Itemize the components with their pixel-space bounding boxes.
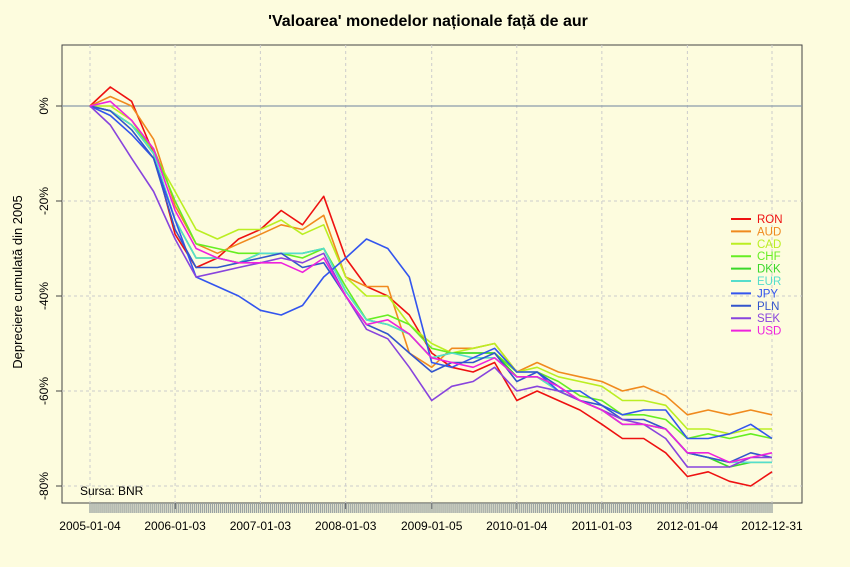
chart-title: 'Valoarea' monedelor naționale față de a… xyxy=(268,13,588,30)
y-axis-label: Depreciere cumulată din 2005 xyxy=(10,195,25,368)
x-tick-label: 2007-01-03 xyxy=(230,519,292,533)
x-tick-label: 2006-01-03 xyxy=(144,519,206,533)
x-tick-label: 2009-01-05 xyxy=(401,519,463,533)
legend-label-dkk: DKK xyxy=(757,264,781,276)
series-line-pln xyxy=(89,105,773,464)
x-tick-label: 2010-01-04 xyxy=(486,519,548,533)
axes: 0% -20% -40% -60% -80% 2005-01-04 2006-01-03 20… xyxy=(37,97,803,533)
y-tick-label: -60% xyxy=(37,377,51,405)
legend-label-chf: CHF xyxy=(757,251,781,263)
x-tick-label: 2012-01-04 xyxy=(657,519,719,533)
series-line-ron xyxy=(89,86,773,487)
legend-label-ron: RON xyxy=(757,214,783,226)
y-tick-label: -40% xyxy=(37,282,51,310)
legend-label-cad: CAD xyxy=(757,239,781,251)
legend-label-jpy: JPY xyxy=(757,288,778,300)
series-line-sek xyxy=(89,105,772,468)
legend-label-usd: USD xyxy=(757,326,781,338)
legend-label-sek: SEK xyxy=(757,313,780,325)
y-tick-label: -80% xyxy=(37,472,51,500)
series-line-usd xyxy=(89,100,773,464)
y-tick-label: -20% xyxy=(37,187,51,215)
x-tick-label: 2008-01-03 xyxy=(315,519,377,533)
series-line-chf xyxy=(89,105,773,440)
series-lines xyxy=(89,86,773,487)
series-line-aud xyxy=(89,95,773,416)
y-tick-label: 0% xyxy=(37,97,51,115)
x-tick-label: 2012-12-31 xyxy=(741,519,803,533)
legend-label-aud: AUD xyxy=(757,226,781,238)
series-line-dkk xyxy=(89,105,772,468)
series-line-cad xyxy=(90,105,772,435)
grid xyxy=(62,45,802,503)
legend-label-eur: EUR xyxy=(757,276,781,288)
legend-label-pln: PLN xyxy=(757,301,779,313)
source-annotation: Sursa: BNR xyxy=(80,484,144,498)
series-line-jpy xyxy=(89,105,773,440)
x-tick-label: 2011-01-03 xyxy=(572,519,633,533)
x-rug xyxy=(89,503,773,513)
x-tick-label: 2005-01-04 xyxy=(59,519,121,533)
